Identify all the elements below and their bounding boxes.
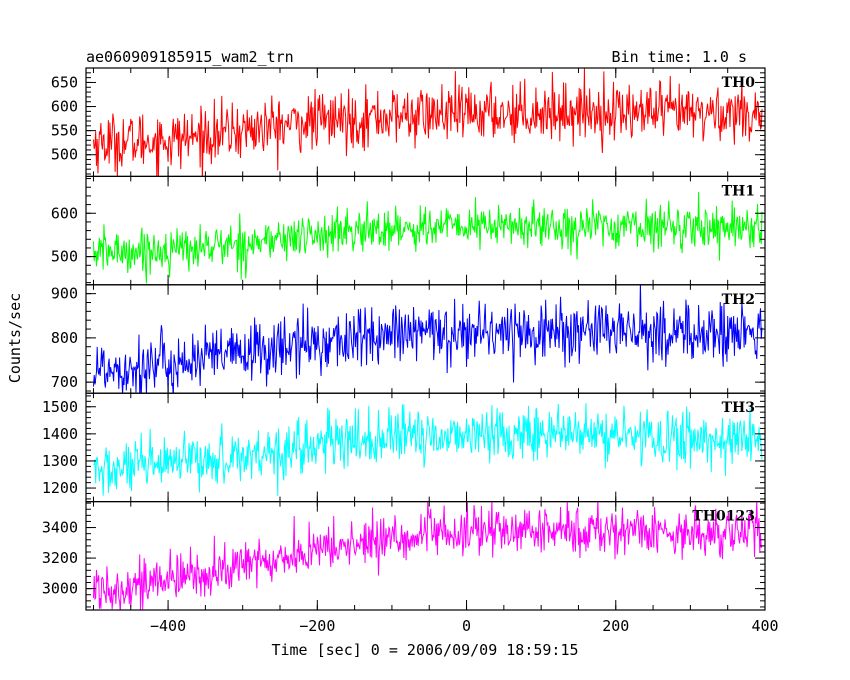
y-tick-label: 900	[51, 285, 78, 303]
panel-th1: 500 600 TH1	[51, 175, 766, 286]
y-tick-label: 1500	[42, 398, 78, 416]
y-tick-label: 3000	[42, 580, 78, 598]
panel-label: TH0	[722, 75, 756, 91]
y-tick-label: 600	[51, 98, 78, 116]
panel-frame	[85, 175, 766, 286]
series-line-th3	[93, 403, 763, 496]
y-tick-label: 600	[51, 204, 78, 222]
panel-label: TH1	[722, 183, 755, 199]
series-line-th0	[92, 68, 763, 177]
y-tick-label: 3200	[42, 549, 78, 567]
series-line-th0123	[92, 501, 763, 611]
bin-time-label: Bin time: 1.0 s	[612, 48, 747, 66]
panel-frame	[85, 501, 766, 611]
y-tick-label: 700	[51, 373, 78, 391]
y-tick-label: 550	[51, 122, 78, 140]
panel-label: TH3	[722, 400, 755, 416]
x-tick-label: −200	[299, 617, 335, 635]
panel-label: TH0123	[692, 509, 755, 525]
y-tick-label: 650	[51, 73, 78, 91]
panels-group: 500 550 600 650 TH0 500 600 TH1 700 800 900 TH2 1200…	[42, 67, 779, 635]
y-tick-label: 3400	[42, 519, 78, 537]
x-tick-label: 0	[462, 617, 471, 635]
x-tick-label: −400	[150, 617, 186, 635]
y-tick-label: 500	[51, 146, 78, 164]
series-line-th1	[92, 192, 763, 284]
y-tick-label: 800	[51, 329, 78, 347]
y-tick-label: 1300	[42, 452, 78, 470]
panel-th2: 700 800 900 TH2	[51, 284, 766, 394]
y-tick-label: 500	[51, 248, 78, 266]
x-axis-label: Time [sec] 0 = 2006/09/09 18:59:15	[271, 641, 578, 659]
plot-title: ae060909185915_wam2_trn	[86, 48, 294, 66]
panel-th0: 500 550 600 650 TH0	[51, 67, 766, 178]
x-tick-label: 200	[602, 617, 629, 635]
y-axis-label: Counts/sec	[6, 293, 24, 383]
panel-th3: 1200 1300 1400 1500 TH3	[42, 392, 766, 503]
y-tick-label: 1400	[42, 425, 78, 443]
panel-label: TH2	[722, 292, 755, 308]
series-line-th2	[92, 284, 763, 394]
panel-th0123: 3000 3200 3400 TH0123	[42, 501, 766, 611]
x-tick-label: 400	[751, 617, 778, 635]
y-tick-label: 1200	[42, 479, 78, 497]
